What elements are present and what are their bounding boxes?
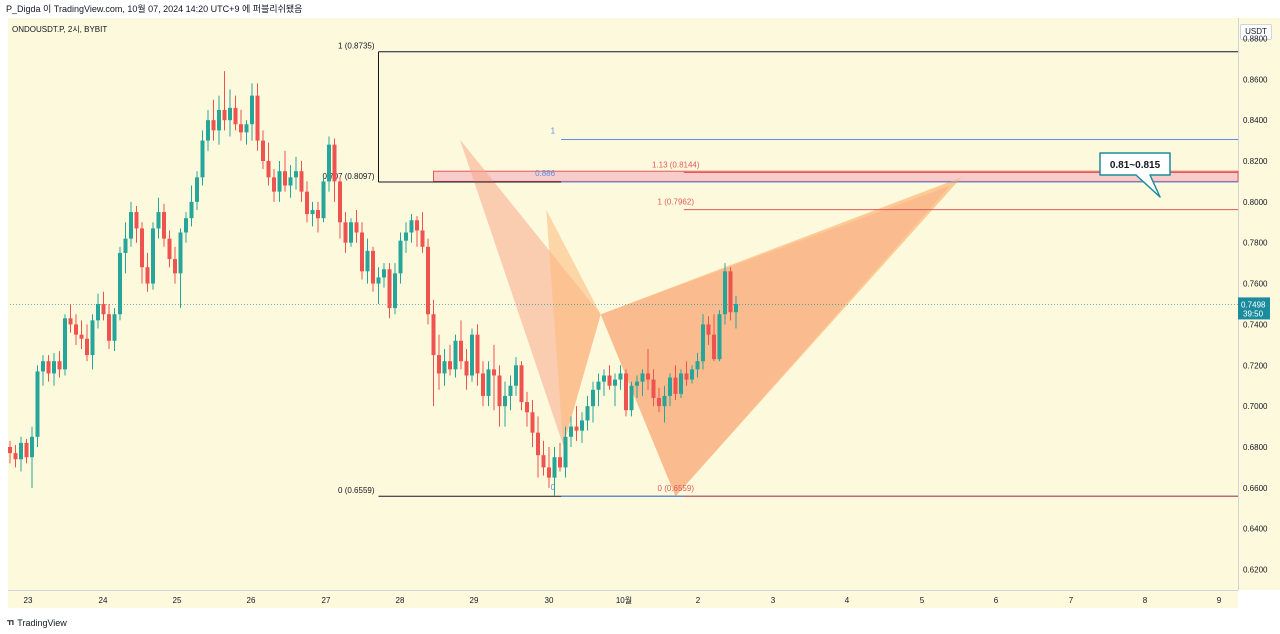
currency-badge[interactable]: USDT bbox=[1240, 24, 1272, 40]
tv-logo-text: TradingView bbox=[17, 618, 67, 628]
price-axis[interactable] bbox=[1238, 18, 1280, 590]
tv-logo-icon: ㄲ bbox=[6, 618, 15, 628]
chart-pane[interactable] bbox=[8, 18, 1238, 590]
time-axis[interactable] bbox=[8, 590, 1238, 608]
footer bbox=[0, 612, 1280, 634]
tradingview-logo: ㄲ TradingView bbox=[6, 616, 67, 629]
symbol-label[interactable]: ONDOUSDT.P, 2시, BYBIT bbox=[12, 25, 108, 34]
publish-header: P_Digda 이 TradingView.com, 10월 07, 2024 … bbox=[0, 0, 1280, 18]
